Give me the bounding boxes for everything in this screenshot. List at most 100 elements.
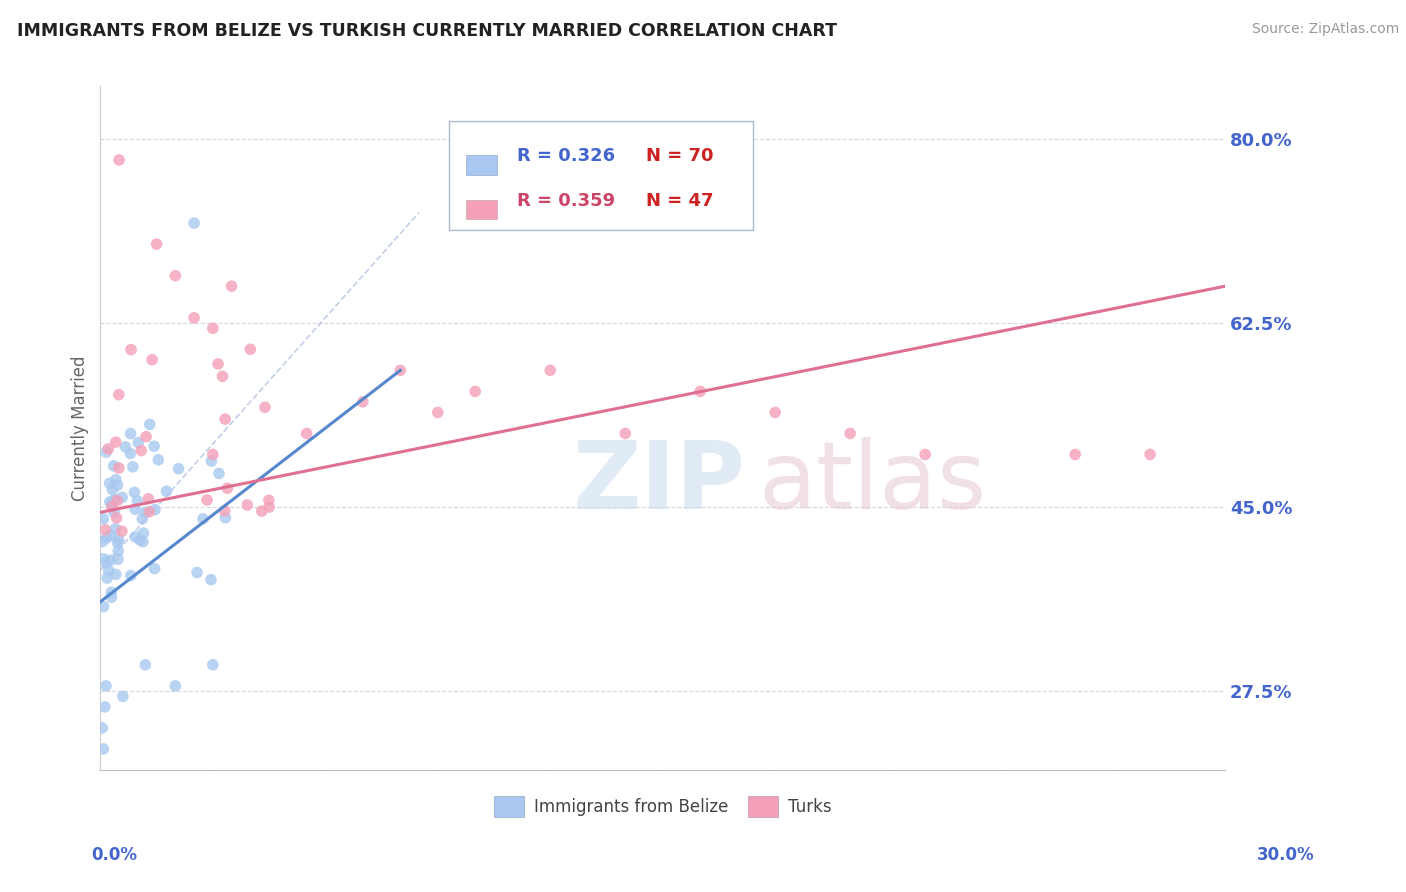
Point <box>257 493 280 508</box>
Point <box>295 426 318 441</box>
Point <box>98 476 121 491</box>
Point <box>132 526 155 541</box>
Point <box>155 484 177 499</box>
Point <box>134 657 156 672</box>
FancyBboxPatch shape <box>465 200 498 219</box>
Point <box>135 430 157 444</box>
Point <box>93 742 115 756</box>
FancyBboxPatch shape <box>449 120 752 230</box>
Point <box>426 405 449 419</box>
Point <box>138 491 160 506</box>
Point <box>107 387 129 401</box>
Point <box>143 561 166 575</box>
Text: N = 70: N = 70 <box>645 147 713 165</box>
Point <box>143 439 166 453</box>
Point <box>200 454 222 468</box>
Point <box>131 512 153 526</box>
Point <box>107 543 129 558</box>
Point <box>214 412 236 426</box>
Point <box>195 493 218 508</box>
Text: R = 0.359: R = 0.359 <box>516 192 614 210</box>
Point <box>183 310 205 325</box>
Point <box>129 533 152 547</box>
Point <box>352 395 374 409</box>
Point <box>236 498 259 512</box>
Point <box>214 510 236 524</box>
Point <box>191 512 214 526</box>
Point <box>103 458 125 473</box>
Point <box>97 442 120 456</box>
Point <box>94 699 117 714</box>
Point <box>91 534 114 549</box>
Point <box>120 343 142 357</box>
Point <box>94 556 117 570</box>
Text: IMMIGRANTS FROM BELIZE VS TURKISH CURRENTLY MARRIED CORRELATION CHART: IMMIGRANTS FROM BELIZE VS TURKISH CURREN… <box>17 22 837 40</box>
Point <box>201 657 224 672</box>
Point <box>94 523 117 537</box>
Point <box>104 473 127 487</box>
Point <box>114 440 136 454</box>
Point <box>93 552 115 566</box>
Text: atlas: atlas <box>758 437 987 529</box>
Point <box>111 524 134 538</box>
Point <box>120 568 142 582</box>
Point <box>94 679 117 693</box>
Y-axis label: Currently Married: Currently Married <box>72 355 89 501</box>
Point <box>120 426 142 441</box>
Text: R = 0.326: R = 0.326 <box>516 147 614 165</box>
Point <box>124 530 146 544</box>
Point <box>100 585 122 599</box>
Point <box>1064 447 1087 461</box>
Point <box>138 505 160 519</box>
Point <box>201 321 224 335</box>
Point <box>94 445 117 459</box>
Point <box>111 491 134 505</box>
Point <box>214 504 236 518</box>
Point <box>127 494 149 508</box>
Point <box>93 599 115 614</box>
Point <box>389 363 412 377</box>
Point <box>253 401 276 415</box>
Point <box>141 352 163 367</box>
Point <box>143 502 166 516</box>
Point <box>132 534 155 549</box>
Point <box>101 483 124 497</box>
Point <box>107 552 129 566</box>
Point <box>250 504 273 518</box>
Point <box>200 573 222 587</box>
Point <box>124 485 146 500</box>
Point <box>221 279 243 293</box>
Point <box>96 531 118 545</box>
Text: ZIP: ZIP <box>572 437 745 529</box>
Point <box>91 721 114 735</box>
Point <box>103 505 125 519</box>
Point <box>211 369 233 384</box>
Point <box>101 500 124 514</box>
Point <box>217 481 239 495</box>
Point <box>763 405 786 419</box>
Point <box>107 535 129 549</box>
Point <box>100 591 122 605</box>
Point <box>124 502 146 516</box>
Point <box>97 564 120 578</box>
Point <box>839 426 862 441</box>
Point <box>165 679 187 693</box>
Point <box>105 493 128 508</box>
Point <box>129 443 152 458</box>
Point <box>108 461 131 475</box>
Point <box>201 447 224 461</box>
Point <box>104 522 127 536</box>
Point <box>134 506 156 520</box>
Point <box>111 690 134 704</box>
Point <box>120 446 142 460</box>
Point <box>100 553 122 567</box>
Point <box>104 567 127 582</box>
Point <box>100 498 122 512</box>
Point <box>257 500 280 514</box>
Point <box>108 153 131 167</box>
Point <box>614 426 637 441</box>
Point <box>103 492 125 507</box>
Text: Source: ZipAtlas.com: Source: ZipAtlas.com <box>1251 22 1399 37</box>
Point <box>239 343 262 357</box>
Point <box>96 571 118 585</box>
